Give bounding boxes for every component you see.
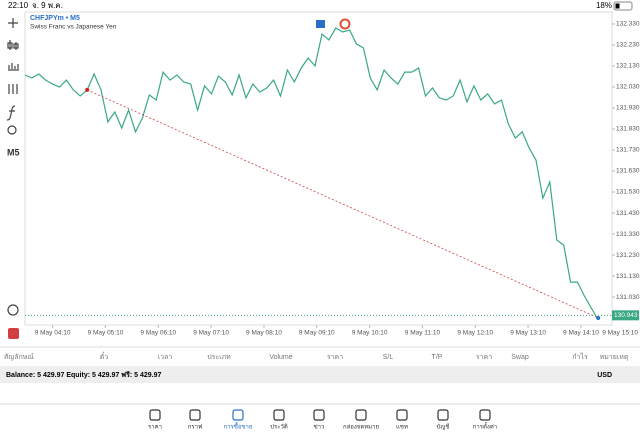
status-time: 22:10 [8,1,29,10]
tab-label[interactable]: ราคา [148,424,162,431]
function-tool[interactable] [6,105,16,121]
current-price-label: 130.943 [614,312,638,319]
x-tick-label: 9 May 04:10 [35,330,71,337]
trend-start [85,87,90,92]
tab-icon[interactable] [313,409,325,421]
tab-icon[interactable] [149,409,161,421]
status-battery: 18% [596,1,612,10]
column-header: ราคา [476,354,492,361]
tab-label[interactable]: การตั้งค่า [473,421,497,431]
tab-label[interactable]: บัญชี [437,423,450,431]
y-tick-label: 132.030 [616,84,640,91]
column-header: ตั๋ว [100,352,109,361]
indicator-tool[interactable] [8,63,19,71]
chart-type-tool[interactable] [7,40,19,50]
y-tick-label: 131.030 [616,294,640,301]
status-date: จ. 9 พ.ค. [32,1,63,10]
price-line [24,27,599,321]
tab-label[interactable]: การซื้อขาย [224,421,253,431]
x-tick-label: 9 May 06:10 [140,330,176,337]
y-tick-label: 132.330 [616,21,640,28]
tab-bar: ราคา กราฟ การซื้อขาย ประวัติ ข่าว กล่องจดหมาย… [148,409,497,431]
currency: USD [597,372,612,379]
y-tick-label: 131.930 [616,105,640,112]
tab-label[interactable]: แชท [396,424,408,431]
tab-icon[interactable] [355,409,367,421]
trend-line [86,89,599,319]
x-tick-label: 9 May 15:10 [602,330,638,337]
y-tick-label: 131.630 [616,168,640,175]
x-tick-label: 9 May 11:10 [405,330,441,337]
x-tick-label: 9 May 13:10 [510,330,546,337]
tab-label[interactable]: ประวัติ [270,424,288,431]
column-header: ประเภท [207,354,231,361]
column-header: เวลา [158,354,173,361]
balance: Balance: 5 429.97 Equity: 5 429.97 ฟรี: … [6,371,162,379]
battery-level [615,3,620,9]
chart-frame [24,11,613,326]
tab-icon[interactable] [437,409,449,421]
tab-icon[interactable] [189,409,201,421]
tab-icon[interactable] [232,409,244,421]
event-icon[interactable] [339,18,351,30]
tab-icon[interactable] [479,409,491,421]
y-tick-label: 131.530 [616,189,640,196]
crosshair-tool[interactable] [8,18,18,28]
y-tick-label: 131.130 [616,273,640,280]
tab-icon[interactable] [396,409,408,421]
oneclick-tool[interactable] [7,304,19,316]
y-tick-label: 131.230 [616,252,640,259]
x-tick-label: 9 May 05:10 [88,330,124,337]
y-tick-label: 132.130 [616,63,640,70]
timeframe[interactable]: M5 [7,147,20,157]
tab-icon[interactable] [273,409,285,421]
settings-tool[interactable] [8,84,18,94]
tab-label[interactable]: กล่องจดหมาย [343,424,379,431]
left-toolbar [6,18,19,316]
column-header: T/P [432,354,443,361]
x-tick-label: 9 May 10:10 [352,330,388,337]
x-tick-label: 9 May 14:10 [563,330,599,337]
y-tick-label: 131.330 [616,231,640,238]
column-header: ราคา [327,354,343,361]
column-header: กำไร [572,352,588,361]
battery-icon [613,1,633,11]
current-price-box [612,310,639,321]
chart-subtitle: Swiss Franc vs Japanese Yen [30,24,117,31]
y-tick-label: 131.430 [616,210,640,217]
column-header: หมายเหตุ [600,354,629,361]
balance-bar [0,366,640,383]
x-tick-label: 9 May 07:10 [193,330,229,337]
column-header: Swap [511,354,529,361]
x-tick-label: 9 May 08:10 [246,330,282,337]
objects-tool[interactable] [7,125,17,135]
tab-label[interactable]: กราฟ [188,424,202,431]
column-header: Volume [269,354,292,361]
y-tick-label: 131.830 [616,126,640,133]
news-icon[interactable] [316,20,325,28]
x-tick-label: 9 May 09:10 [299,330,335,337]
trade-button[interactable] [8,328,19,339]
plot: 132.330 132.230 132.130 132.030 131.930 131.8… [24,21,640,337]
y-tick-label: 131.730 [616,147,640,154]
column-header: สัญลักษณ์ [4,353,34,361]
chart-title: CHFJPYm • M5 [30,15,80,22]
y-tick-label: 132.230 [616,42,640,49]
tab-label[interactable]: ข่าว [314,424,325,431]
trend-end [596,315,601,320]
x-tick-label: 9 May 12:10 [457,330,493,337]
table-header: สัญลักษณ์ ตั๋ว เวลา ประเภท Volume ราคา S/L T/P ร… [4,352,629,361]
column-header: S/L [383,354,394,361]
